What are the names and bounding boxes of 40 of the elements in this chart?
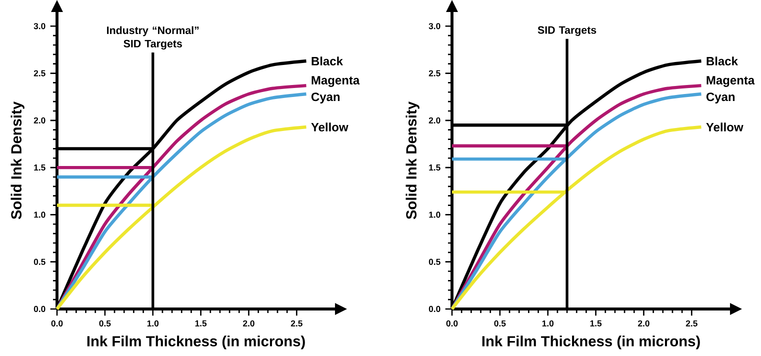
y-tick-label: 2.5: [34, 70, 46, 76]
series-label: Magenta: [312, 76, 360, 87]
x-tick-label: 2.5: [686, 320, 698, 326]
x-tick-label: 0.0: [51, 320, 63, 326]
x-tick-label: 0.5: [99, 320, 111, 326]
series-label: Cyan: [706, 92, 735, 104]
x-tick-label: 1.5: [590, 320, 602, 326]
y-tick-label: 3.0: [428, 23, 440, 30]
series-label: Black: [312, 56, 343, 66]
y-tick-label: 1.5: [34, 164, 46, 171]
x-tick-label: 2.0: [242, 320, 254, 326]
x-tick-label: 0.0: [446, 320, 458, 326]
series-label: Yellow: [706, 122, 744, 132]
y-tick-label: 0.0: [34, 306, 46, 312]
y-tick-label: 3.0: [34, 23, 46, 30]
y-tick-label: 1.5: [429, 164, 440, 171]
series-label: Magenta: [706, 76, 755, 87]
y-tick-label: 2.0: [428, 117, 440, 124]
y-tick-label: 0.5: [428, 258, 440, 265]
y-tick-label: 0.5: [34, 258, 46, 265]
series-label: Cyan: [311, 92, 340, 104]
y-axis-title: Solid Ink Density: [10, 101, 24, 220]
ref-line-label: Industry “Normal” SID Targets: [107, 26, 199, 50]
x-tick-label: 0.5: [494, 320, 506, 326]
series-label: Yellow: [311, 122, 348, 132]
series-label: Black: [706, 56, 738, 66]
y-tick-label: 2.5: [428, 70, 440, 76]
x-axis-title: Ink Film Thickness (in microns): [87, 336, 305, 350]
x-tick-label: 1.0: [147, 320, 159, 326]
ref-line-label: SID Targets: [538, 26, 596, 36]
x-tick-label: 1.5: [195, 320, 207, 326]
y-tick-label: 1.0: [429, 212, 440, 218]
x-tick-label: 2.0: [638, 320, 650, 326]
x-axis-title: Ink Film Thickness (in microns): [482, 336, 700, 350]
y-axis-title: Solid Ink Density: [406, 101, 420, 220]
y-tick-label: 2.0: [34, 117, 46, 124]
x-tick-label: 1.0: [542, 320, 554, 326]
y-tick-label: 0.0: [428, 306, 440, 312]
y-tick-label: 1.0: [34, 212, 46, 218]
x-tick-label: 2.5: [290, 320, 302, 326]
